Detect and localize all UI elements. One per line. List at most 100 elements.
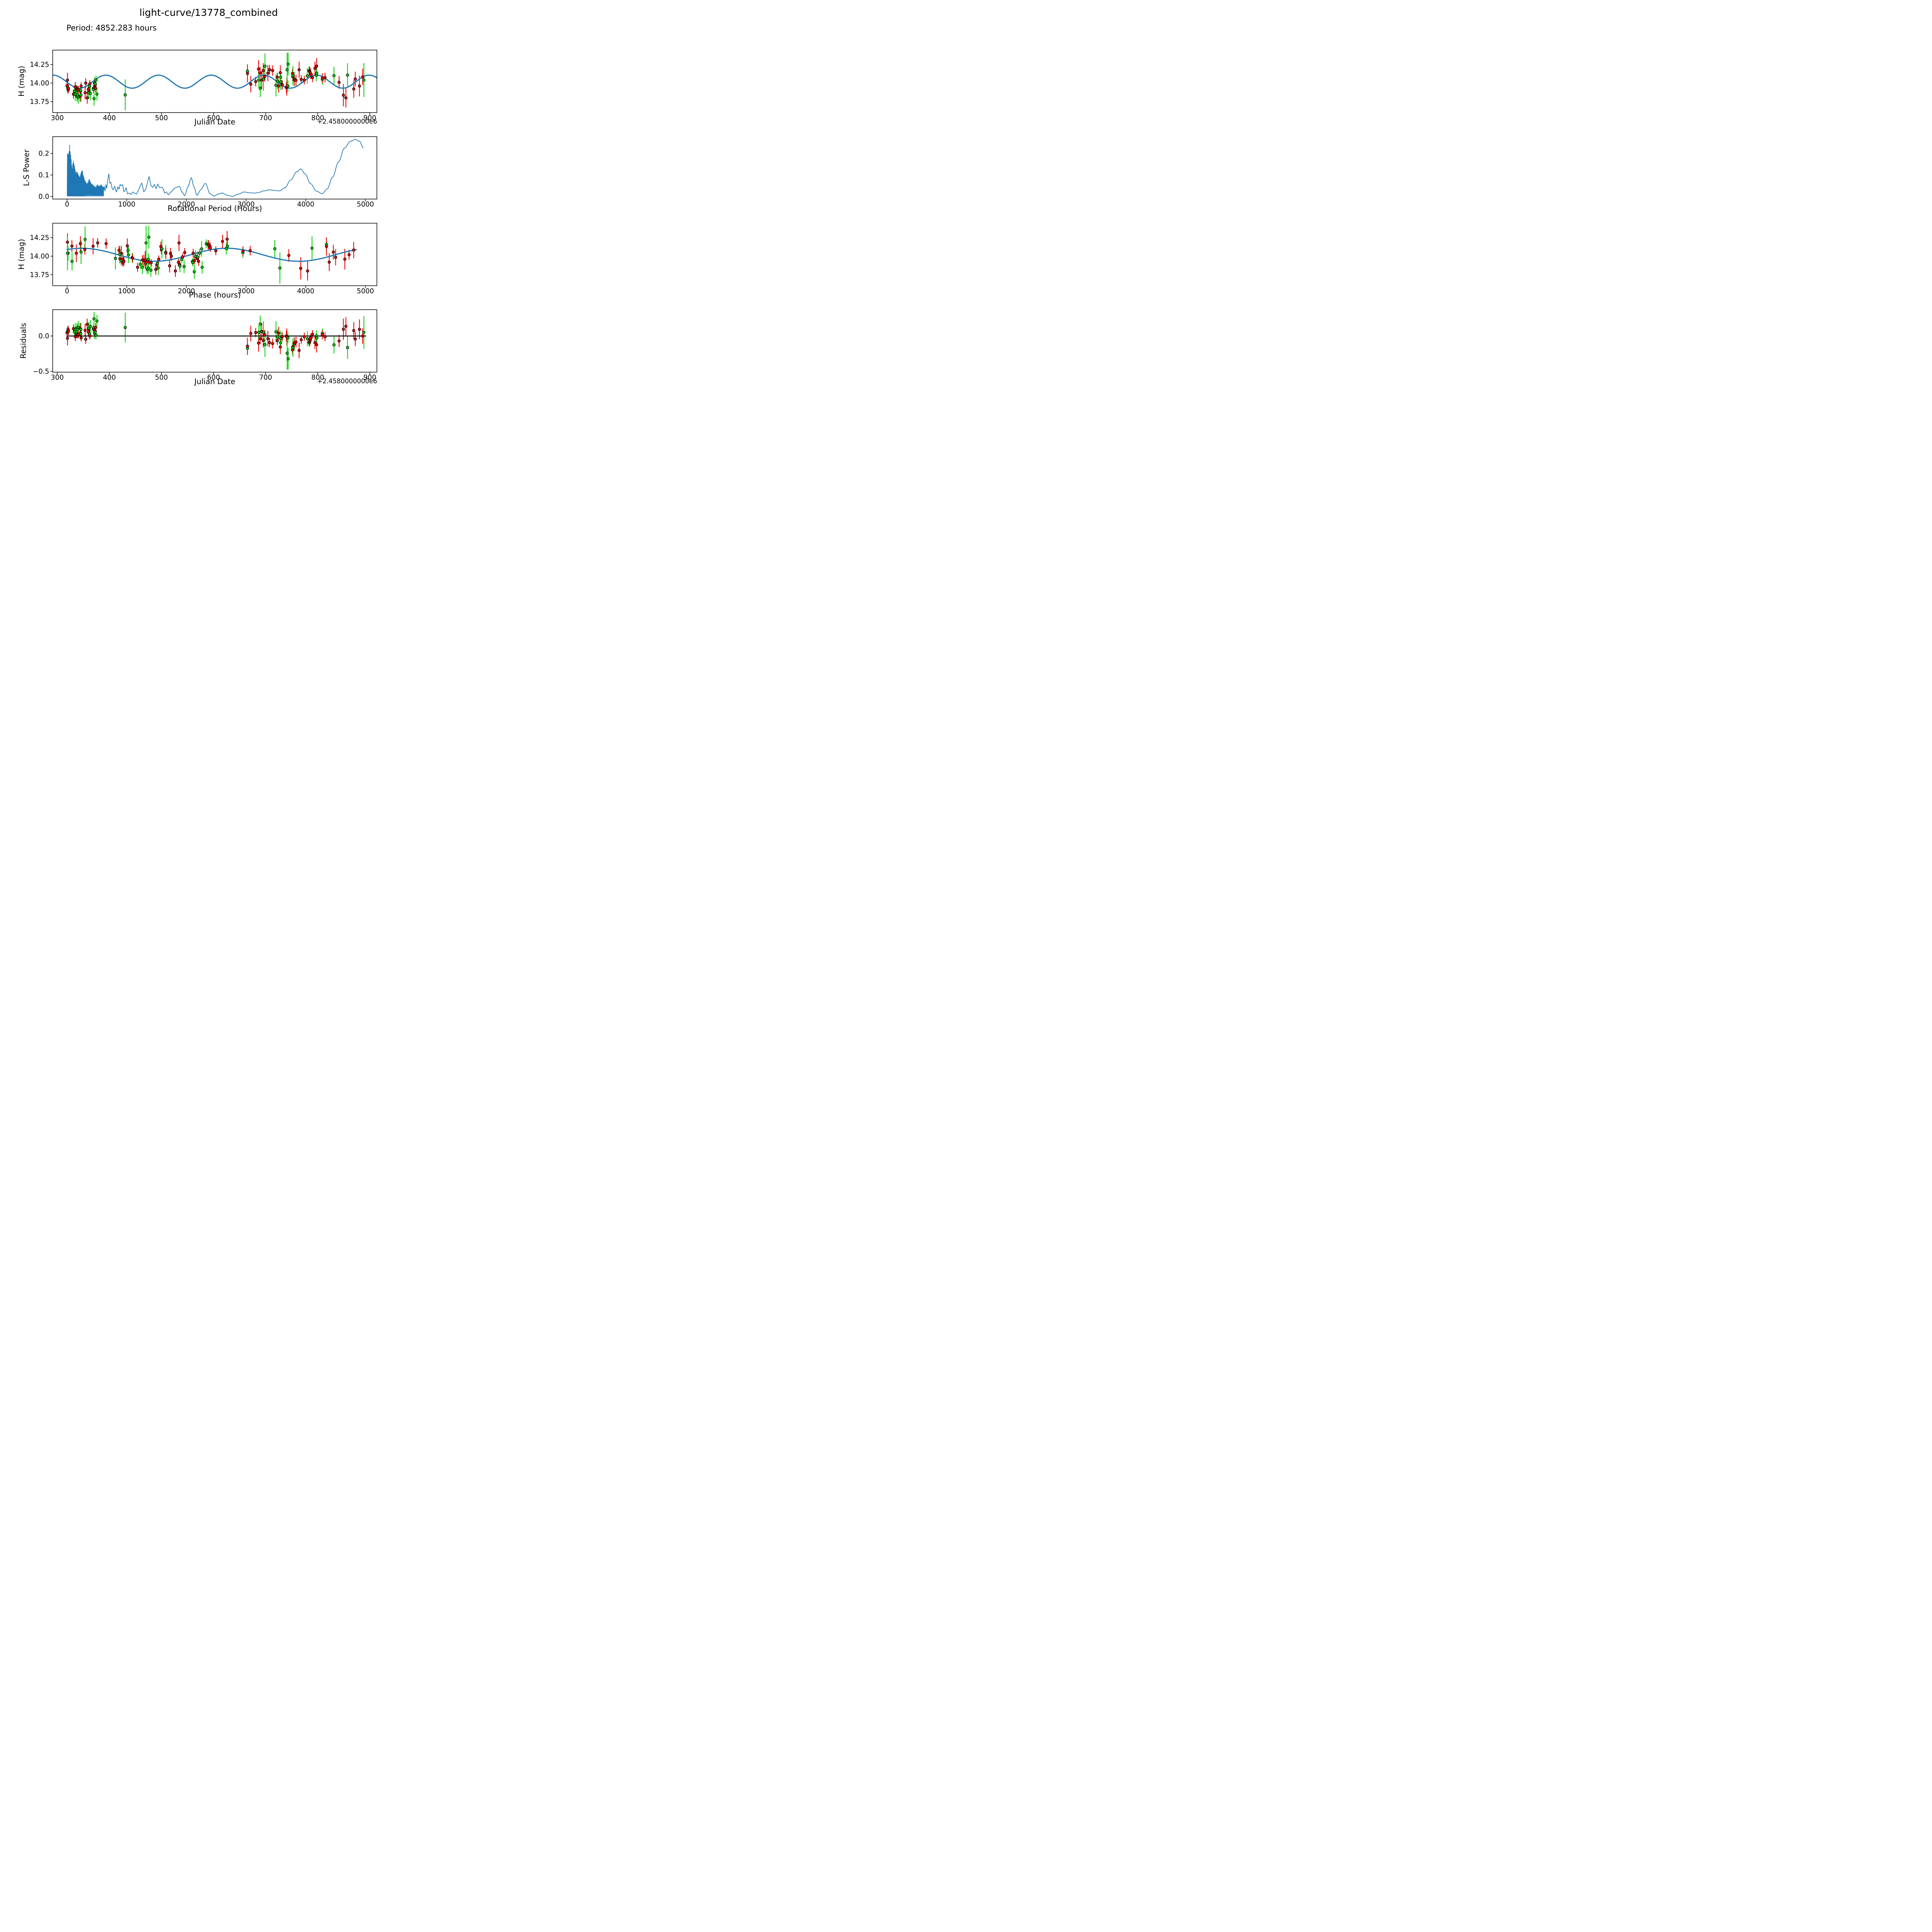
data-point-green	[145, 241, 148, 245]
data-point-red	[342, 328, 345, 331]
panel-residuals: 300 400 500 600 700 800 900 0.0 −0.5	[33, 309, 378, 382]
data-point-red	[88, 82, 92, 85]
data-point-red	[325, 245, 328, 248]
tick-label: 0.0	[39, 193, 49, 201]
data-point-red	[104, 242, 108, 245]
tick-label: 1000	[118, 287, 136, 295]
data-point-red	[277, 332, 281, 335]
data-point-green	[257, 78, 260, 82]
data-point-red	[168, 264, 172, 267]
data-point-green	[198, 252, 201, 255]
data-point-red	[354, 77, 357, 81]
data-point-red	[66, 78, 69, 82]
tick-label: −0.5	[33, 368, 49, 376]
tick-label: 0	[65, 201, 69, 209]
data-point-green	[279, 80, 282, 83]
data-point-red	[157, 257, 160, 261]
data-point-red	[254, 331, 257, 334]
data-point-red	[309, 336, 312, 340]
tick-label: 900	[363, 114, 376, 122]
tick-label: 0.1	[39, 172, 49, 179]
data-point-green	[279, 76, 282, 79]
data-point-green	[259, 87, 262, 90]
data-point-red	[66, 337, 69, 340]
data-point-green	[263, 65, 267, 68]
data-point-green	[79, 332, 82, 335]
data-point-red	[84, 337, 87, 341]
data-point-green	[346, 73, 349, 77]
data-point-green	[276, 335, 279, 338]
data-point-red	[121, 257, 125, 261]
data-point-red	[181, 255, 184, 259]
data-point-red	[315, 64, 318, 68]
data-point-red	[117, 248, 121, 252]
tick-label: 700	[259, 114, 272, 122]
data-point-red	[334, 255, 337, 259]
data-point-green	[95, 92, 99, 96]
data-point-red	[271, 69, 274, 72]
data-point-red	[321, 76, 324, 80]
data-point-red	[306, 269, 310, 273]
data-point-red	[177, 241, 181, 245]
tick-label: 14.25	[30, 234, 49, 242]
data-point-green	[332, 74, 336, 77]
data-point-green	[94, 82, 97, 85]
data-point-red	[241, 249, 245, 253]
data-point-green	[276, 80, 279, 83]
data-point-red	[347, 253, 351, 257]
data-point-red	[131, 256, 134, 260]
data-point-red	[67, 87, 70, 90]
data-point-red	[343, 257, 347, 261]
data-point-red	[75, 252, 78, 255]
tick-label: 2000	[178, 201, 195, 209]
data-point-green	[141, 265, 144, 269]
data-point-green	[201, 265, 204, 269]
data-point-red	[85, 96, 89, 100]
data-point-green	[94, 330, 97, 334]
data-point-red	[315, 343, 318, 347]
tick-label: 400	[103, 374, 116, 382]
data-point-green	[286, 84, 290, 88]
data-point-red	[262, 69, 265, 72]
data-point-green	[95, 319, 99, 323]
data-point-red	[225, 237, 229, 241]
data-point-red	[96, 241, 99, 245]
data-point-red	[73, 85, 77, 88]
data-point-red	[276, 75, 279, 79]
tick-label: 14.25	[30, 61, 49, 69]
periodogram-curve	[67, 139, 364, 197]
data-point-red	[337, 81, 341, 84]
xaxis-label-lightcurve: Julian Date	[194, 117, 236, 126]
data-point-green	[286, 336, 290, 340]
data-point-red	[352, 248, 355, 252]
figure-title: light-curve/13778_combined	[139, 7, 278, 18]
data-point-green	[156, 266, 160, 270]
data-point-red	[299, 267, 303, 270]
data-point-red	[321, 333, 324, 337]
data-point-red	[309, 73, 312, 77]
data-point-green	[346, 346, 349, 349]
data-point-red	[268, 68, 271, 71]
figure: { "figure": { "title": "light-curve/1377…	[0, 0, 417, 417]
data-point-green	[124, 326, 127, 329]
data-point-red	[67, 330, 70, 333]
xaxis-offset-lightcurve: +2.4580000000e6	[317, 118, 377, 125]
data-point-green	[259, 322, 262, 326]
data-point-red	[259, 71, 262, 75]
data-point-red	[279, 345, 282, 349]
xaxis-label-periodogram: Rotational Period (Hours)	[167, 204, 262, 213]
data-point-green	[94, 78, 98, 82]
data-point-red	[361, 334, 364, 338]
tick-label: 0	[65, 287, 69, 295]
tick-label: 2000	[178, 287, 195, 295]
data-point-red	[342, 94, 345, 97]
axes-frame	[52, 136, 378, 199]
data-point-green	[79, 89, 82, 92]
data-point-red	[259, 337, 262, 340]
data-point-red	[277, 84, 281, 88]
data-point-green	[286, 352, 289, 355]
data-point-green	[286, 357, 290, 361]
panel-content-phase	[66, 226, 357, 284]
data-point-red	[83, 91, 87, 94]
data-point-red	[85, 323, 89, 326]
